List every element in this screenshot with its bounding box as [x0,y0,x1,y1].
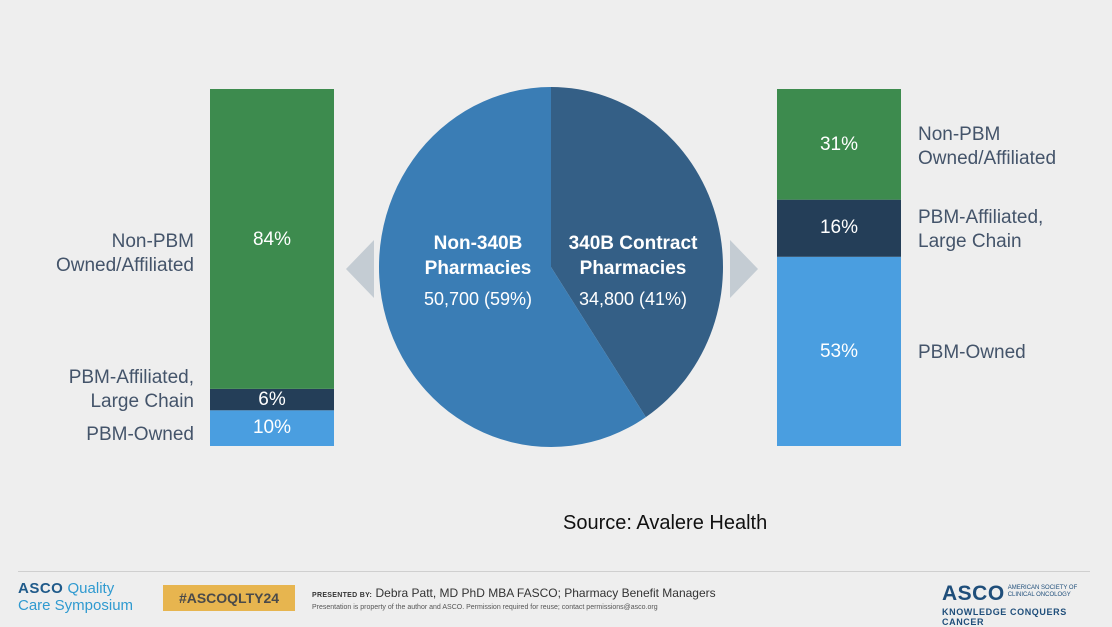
pie-label-non340b: Non-340B Pharmacies 50,700 (59%) [408,231,548,310]
logo-left-line1: Quality [67,580,115,597]
right-label-non-pbm-line2: Owned/Affiliated [918,148,1057,169]
right-label-pbm-owned: PBM-Owned [918,342,1026,363]
pie-slice-340b [551,87,723,418]
right-bar-label-pbm-affiliated: 16% [819,217,859,238]
footer-divider [18,571,1090,572]
pie-slice-non340b [378,87,646,448]
left-label-pbm-affiliated-line2: Large Chain [90,391,194,412]
right-label-pbm-affiliated: PBM-Affiliated, Large Chain [918,206,1098,254]
logo-left-line2: Care Symposium [18,597,134,614]
left-bar-segment-0 [210,410,334,446]
presented-by-label: PRESENTED BY: [312,592,373,599]
left-bar-label-non-pbm: 84% [252,229,292,250]
arrow-left-icon [346,240,374,298]
presenter-line: PRESENTED BY: Debra Patt, MD PhD MBA FAS… [312,586,716,600]
right-bar-label-non-pbm: 31% [819,134,859,155]
asco-quality-logo: ASCO Quality Care Symposium [18,580,133,614]
right-label-non-pbm: Non-PBM Owned/Affiliated [918,123,1098,171]
arrow-right-icon [730,240,758,298]
left-bar-label-pbm-owned: 10% [252,417,292,438]
pie-value-340b: 34,800 (41%) [578,289,688,309]
left-stacked-bar [210,89,334,446]
pie-label-non340b-line1: Non-340B [433,233,523,254]
left-bar-segment-1 [210,388,334,411]
logo-right-asco: ASCO [942,582,1005,605]
right-label-pbm-affiliated-line1: PBM-Affiliated, [918,207,1044,228]
pie-label-non340b-line2: Pharmacies [424,258,532,279]
right-label-non-pbm-line1: Non-PBM [918,124,1001,145]
hashtag-badge: #ASCOQLTY24 [163,585,295,611]
pie-value-non340b: 50,700 (59%) [423,289,533,309]
right-bar-label-pbm-owned: 53% [819,341,859,362]
left-label-pbm-affiliated-line1: PBM-Affiliated, [68,367,194,388]
right-bar-segment-1 [777,199,901,257]
left-label-pbm-owned: PBM-Owned [86,424,194,445]
pie-label-340b: 340B Contract Pharmacies 34,800 (41%) [558,231,708,310]
left-label-pbm-affiliated: PBM-Affiliated, Large Chain [20,366,194,414]
right-stacked-bar [777,89,901,446]
logo-right-org: American Society of Clinical Oncology [1007,585,1078,598]
asco-logo: ASCO American Society of Clinical Oncolog… [942,582,1092,627]
logo-left-asco: ASCO [18,580,64,597]
left-label-non-pbm-line2: Owned/Affiliated [55,255,194,276]
right-bar-segment-0 [777,256,901,446]
logo-right-tagline: KNOWLEDGE CONQUERS CANCER [942,607,1067,627]
right-bar-segment-2 [777,89,901,200]
pie-label-340b-line1: 340B Contract [568,233,698,254]
left-bar-segment-2 [210,89,334,389]
left-label-non-pbm: Non-PBM Owned/Affiliated [20,230,194,278]
left-label-non-pbm-line1: Non-PBM [111,231,194,252]
left-bar-label-pbm-affiliated: 6% [258,389,286,410]
presenter-name: Debra Patt, MD PhD MBA FASCO; Pharmacy B… [375,586,716,600]
pie-chart [378,87,723,448]
source-note: Source: Avalere Health [563,512,768,534]
disclaimer-text: Presentation is property of the author a… [312,604,658,611]
right-label-pbm-affiliated-line2: Large Chain [918,231,1022,252]
pie-label-340b-line2: Pharmacies [579,258,687,279]
